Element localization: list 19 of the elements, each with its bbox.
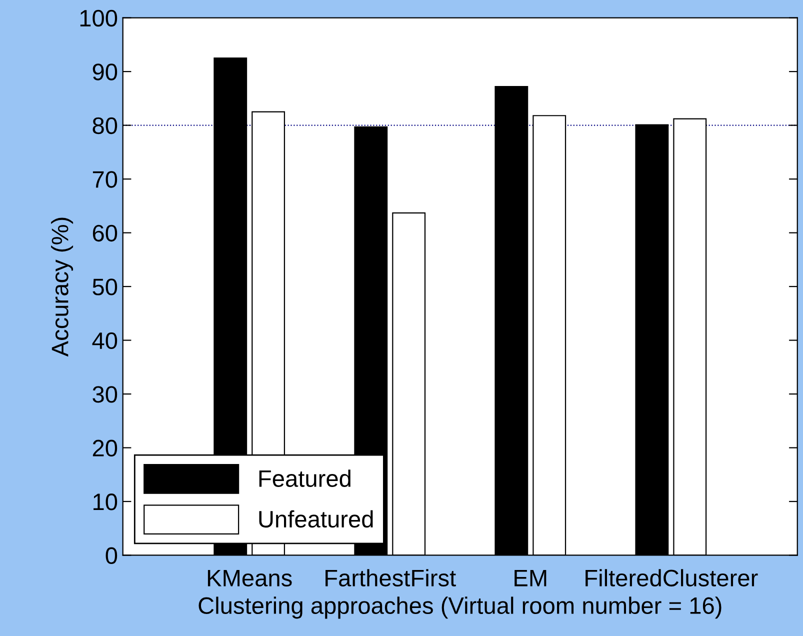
y-tick-label: 30 xyxy=(92,386,118,403)
y-tick-label: 20 xyxy=(92,440,118,457)
x-tick-label: FarthestFirst xyxy=(326,569,456,586)
y-tick-label: 10 xyxy=(94,494,118,510)
y-tick-label: 70 xyxy=(92,171,118,188)
x-tick-label: EM xyxy=(514,570,546,586)
x-tick-label: FilteredClusterer xyxy=(586,569,758,586)
y-tick-label: 60 xyxy=(92,224,118,242)
legend-label: Featured xyxy=(259,470,350,487)
legend-label: Unfeatured xyxy=(259,510,373,528)
y-tick-label: 90 xyxy=(92,64,118,80)
y-tick-label: 40 xyxy=(92,332,118,350)
y-tick-label: 100 xyxy=(80,10,118,27)
y-axis-title: Accuracy (%) xyxy=(51,218,74,357)
x-tick-label: KMeans xyxy=(208,570,292,586)
x-axis-title: Clustering approaches (Virtual room number = 16) xyxy=(198,596,722,619)
y-tick-label: 50 xyxy=(92,278,118,296)
y-tick-label: 80 xyxy=(92,117,118,134)
y-tick-label: 0 xyxy=(106,547,118,564)
